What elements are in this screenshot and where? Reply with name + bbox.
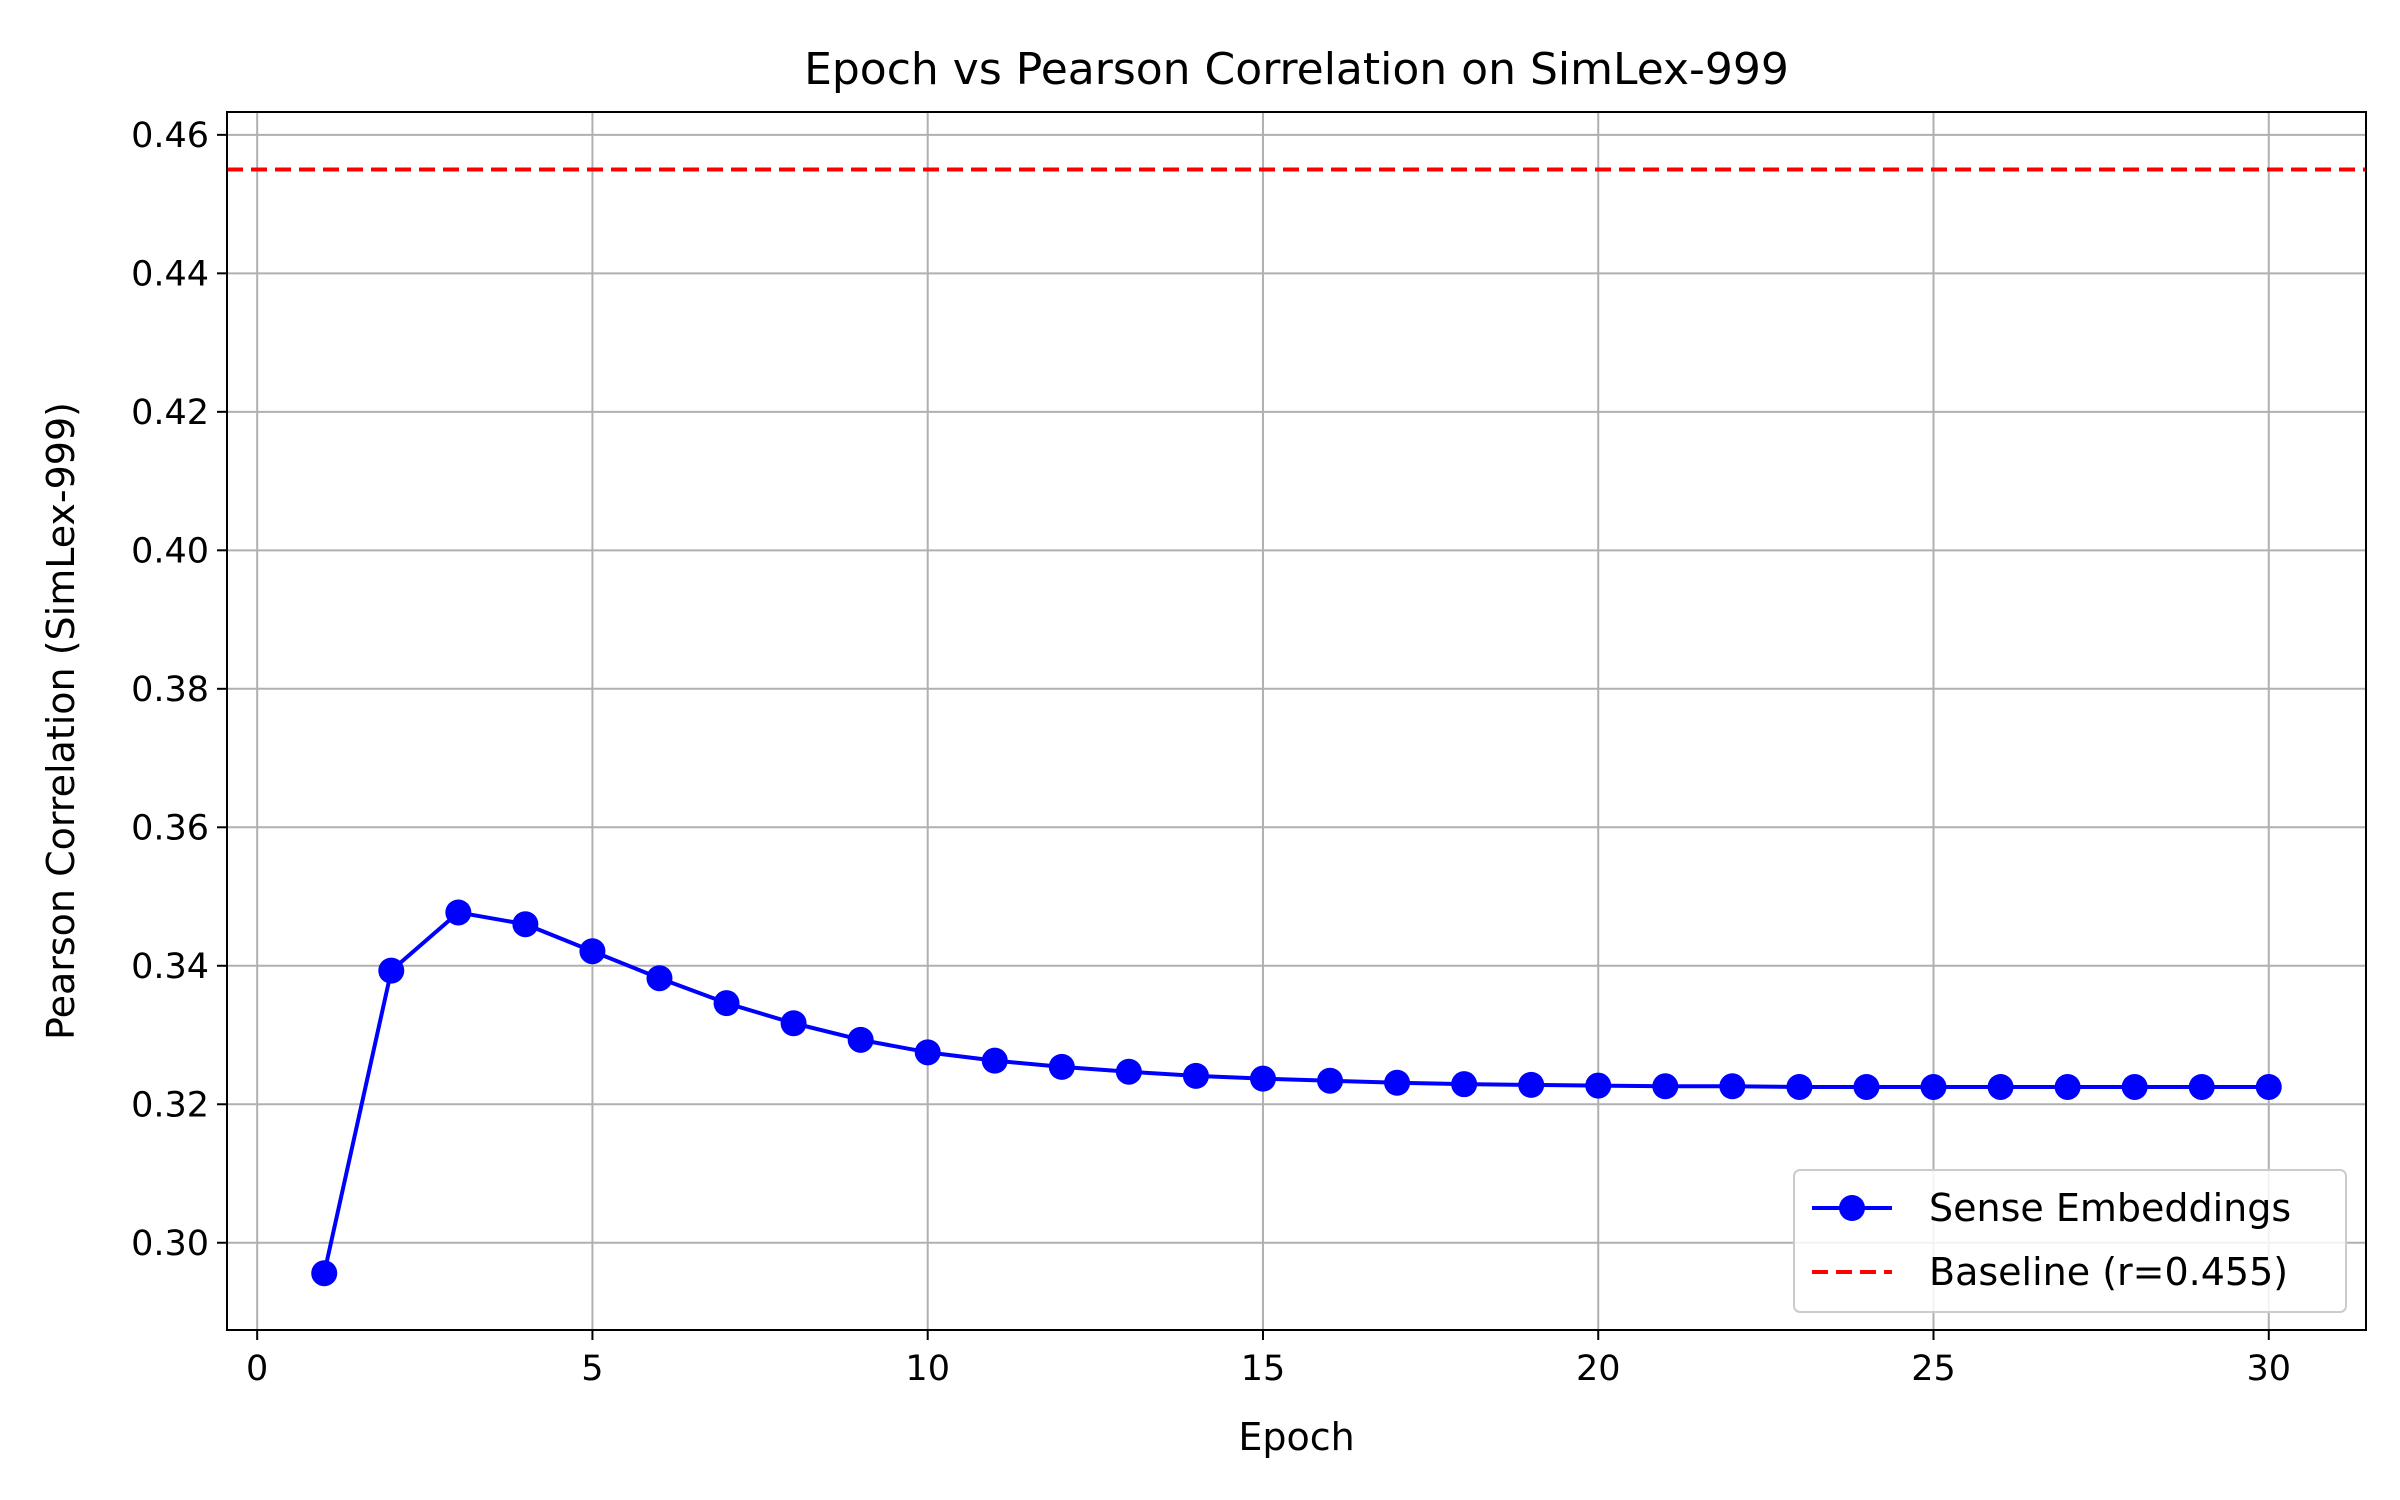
data-point — [1719, 1073, 1746, 1100]
data-point — [445, 899, 472, 926]
x-axis-label: Epoch — [1238, 1415, 1354, 1459]
data-point — [713, 990, 740, 1017]
y-tick-label: 0.30 — [131, 1224, 209, 1264]
data-point — [1048, 1053, 1075, 1080]
data-point — [646, 965, 673, 992]
data-point — [378, 957, 405, 984]
x-tick-label: 10 — [905, 1349, 950, 1389]
data-point — [2255, 1073, 2282, 1100]
data-point — [1317, 1067, 1344, 1094]
data-point — [1652, 1073, 1679, 1100]
data-point — [1451, 1071, 1478, 1098]
y-tick-label: 0.32 — [131, 1085, 209, 1125]
data-point — [1115, 1058, 1142, 1085]
x-tick-label: 0 — [246, 1349, 268, 1389]
data-point — [1987, 1073, 2014, 1100]
data-point — [847, 1026, 874, 1053]
data-point — [1384, 1069, 1411, 1096]
legend-box — [1793, 1169, 2347, 1313]
x-tick-label: 20 — [1576, 1349, 1621, 1389]
legend: Sense Embeddings Baseline (r=0.455) — [1793, 1169, 2347, 1313]
legend-label-baseline: Baseline (r=0.455) — [1929, 1250, 2288, 1294]
y-tick-label: 0.46 — [131, 116, 209, 156]
y-axis-label: Pearson Correlation (SimLex-999) — [39, 402, 83, 1040]
data-point — [981, 1047, 1008, 1074]
legend-label-sense-embeddings: Sense Embeddings — [1929, 1186, 2291, 1230]
y-tick-label: 0.40 — [131, 531, 209, 571]
grid — [227, 112, 2366, 1330]
data-point — [2121, 1073, 2148, 1100]
data-point — [780, 1010, 807, 1037]
x-tick-label: 5 — [581, 1349, 603, 1389]
data-point — [1786, 1073, 1813, 1100]
y-tick-label: 0.36 — [131, 808, 209, 848]
data-point — [579, 938, 606, 965]
x-tick-label: 30 — [2246, 1349, 2291, 1389]
data-point — [1585, 1072, 1612, 1099]
data-point — [1249, 1065, 1276, 1092]
chart-title: Epoch vs Pearson Correlation on SimLex-9… — [804, 44, 1789, 95]
x-tick-label: 25 — [1911, 1349, 1956, 1389]
legend-marker-sense-embeddings — [1839, 1195, 1865, 1221]
tick-labels: 0 5 10 15 20 25 30 0.30 0.32 0.34 0.36 0.38 0.40 0.42… — [131, 116, 2291, 1389]
tick-marks — [217, 133, 2270, 1340]
data-point — [2054, 1073, 2081, 1100]
data-point — [914, 1039, 941, 1066]
y-tick-label: 0.44 — [131, 254, 209, 294]
data-point — [1920, 1073, 1947, 1100]
data-point — [1182, 1062, 1209, 1089]
y-tick-label: 0.38 — [131, 670, 209, 710]
y-tick-label: 0.42 — [131, 393, 209, 433]
data-point — [1853, 1073, 1880, 1100]
data-point — [1518, 1071, 1545, 1098]
data-point — [512, 911, 539, 938]
data-point — [311, 1260, 338, 1287]
plot-frame — [226, 111, 2367, 1331]
series-layer — [311, 899, 2282, 1287]
y-tick-label: 0.34 — [131, 947, 209, 987]
data-point — [2188, 1073, 2215, 1100]
x-tick-label: 15 — [1241, 1349, 1286, 1389]
